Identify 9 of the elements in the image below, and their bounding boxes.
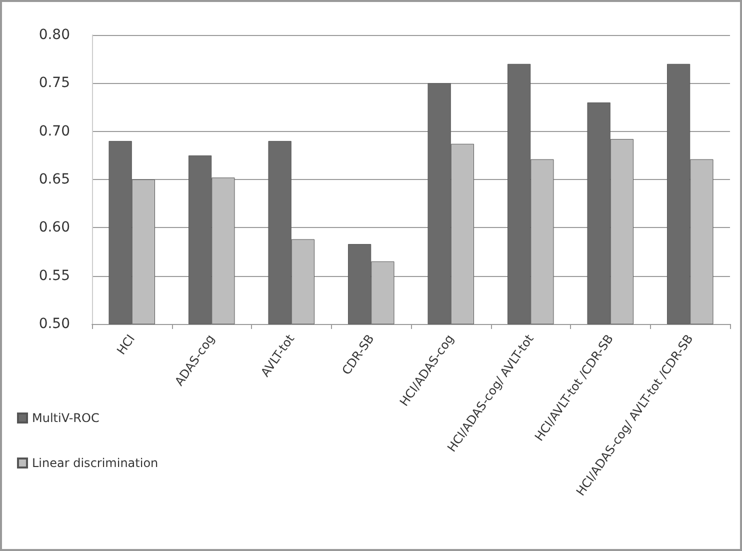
- y-tick-label: 0.60: [38, 220, 70, 236]
- y-tick-label: 0.50: [38, 316, 70, 332]
- y-tick-label: 0.55: [38, 268, 70, 284]
- y-tick-label: 0.80: [38, 27, 70, 43]
- y-tick-label: 0.70: [38, 123, 70, 140]
- legend-label: Linear discrimination: [32, 456, 158, 470]
- legend-label: MultiV-ROC: [32, 411, 100, 425]
- y-tick-label: 0.65: [38, 172, 70, 188]
- y-tick-label: 0.75: [38, 75, 70, 92]
